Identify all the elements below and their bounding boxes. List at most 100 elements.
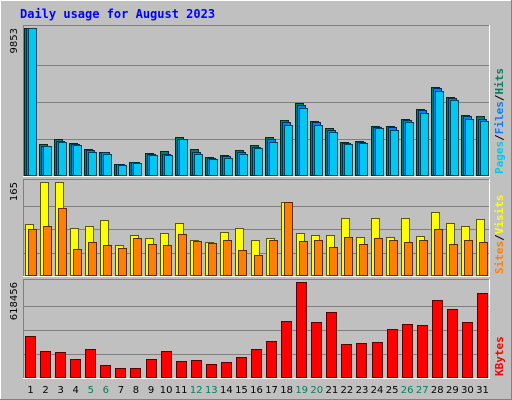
bar-sites-day-7	[118, 248, 127, 276]
legend-part: Pages	[493, 141, 506, 174]
bar-kbytes-day-29	[447, 309, 458, 378]
bar-sites-day-18	[284, 202, 293, 276]
x-tick-label: 20	[310, 385, 323, 396]
bar-sites-day-16	[254, 255, 263, 276]
bar-pages-day-12	[194, 154, 203, 176]
panel-bottom-series-label: KBytes	[493, 336, 506, 376]
bar-kbytes-day-19	[296, 282, 307, 378]
bar-kbytes-day-31	[477, 293, 488, 378]
legend-part: Sites	[493, 241, 506, 274]
x-tick-label: 28	[431, 385, 444, 396]
bar-sites-day-24	[374, 238, 383, 276]
bar-kbytes-day-24	[372, 342, 383, 378]
x-tick-label: 7	[118, 385, 124, 396]
bar-sites-day-1	[28, 229, 37, 276]
legend-part: Hits	[493, 68, 506, 95]
bar-sites-day-15	[238, 250, 247, 276]
bar-sites-day-5	[88, 242, 97, 276]
x-tick-label: 4	[73, 385, 79, 396]
bar-pages-day-10	[164, 155, 173, 176]
bar-kbytes-day-22	[341, 344, 352, 378]
x-tick-label: 29	[446, 385, 459, 396]
x-tick-label: 5	[88, 385, 94, 396]
bar-sites-day-26	[404, 242, 413, 276]
bar-pages-day-28	[435, 91, 444, 176]
x-tick-label: 13	[205, 385, 218, 396]
panel-middle-series-label: Sites/Visits	[493, 195, 506, 275]
legend-part: /	[493, 94, 506, 101]
bar-pages-day-31	[480, 121, 489, 176]
bar-kbytes-day-16	[251, 349, 262, 378]
x-tick-label: 10	[160, 385, 173, 396]
bar-sites-day-12	[193, 241, 202, 276]
bar-sites-day-14	[223, 240, 232, 276]
bar-pages-day-9	[149, 155, 158, 176]
bar-kbytes-day-8	[130, 368, 141, 378]
bar-kbytes-day-20	[311, 322, 322, 378]
bar-sites-day-19	[299, 241, 308, 276]
x-tick-label: 21	[325, 385, 338, 396]
panel-middle-max-label: 165	[9, 182, 20, 201]
bar-sites-day-4	[73, 249, 82, 276]
bar-kbytes-day-4	[70, 359, 81, 378]
chart-panels: 9853Pages/Files/Hits165Sites/Visits61845…	[9, 25, 506, 379]
bar-pages-day-7	[118, 165, 127, 176]
bar-pages-day-26	[405, 122, 414, 176]
bar-sites-day-8	[133, 238, 142, 276]
bar-sites-day-20	[314, 240, 323, 276]
x-tick-label: 12	[190, 385, 203, 396]
panel-bottom-max-label: 618456	[9, 282, 20, 320]
x-tick-label: 19	[295, 385, 308, 396]
bar-kbytes-day-30	[462, 322, 473, 378]
x-tick-label: 26	[401, 385, 414, 396]
bar-pages-day-19	[299, 108, 308, 176]
bar-pages-day-13	[209, 159, 218, 176]
x-tick-label: 24	[371, 385, 384, 396]
x-tick-label: 14	[220, 385, 233, 396]
x-tick-label: 30	[461, 385, 474, 396]
bar-pages-day-24	[375, 128, 384, 176]
bar-kbytes-day-21	[326, 312, 337, 378]
bar-pages-day-3	[58, 142, 67, 176]
bar-pages-day-6	[103, 154, 112, 176]
bar-sites-day-25	[389, 240, 398, 276]
x-tick-label: 25	[386, 385, 399, 396]
bar-pages-day-29	[450, 100, 459, 176]
bar-sites-day-31	[479, 242, 488, 276]
bar-kbytes-day-6	[100, 365, 111, 378]
bar-kbytes-day-9	[146, 359, 157, 378]
x-tick-label: 8	[133, 385, 139, 396]
bar-kbytes-day-5	[85, 349, 96, 378]
bar-kbytes-day-1	[25, 336, 36, 378]
panel-top-series-label: Pages/Files/Hits	[493, 68, 506, 174]
bar-sites-day-23	[359, 244, 368, 276]
bar-kbytes-day-12	[191, 360, 202, 378]
legend-part: KBytes	[493, 336, 506, 376]
x-axis-day-labels: 1 2 3 4 5 6 7 8 9 10 11 12 13 14 15 16 17 18 19 20 21 22 23 24 2…	[27, 385, 488, 396]
x-tick-label: 11	[175, 385, 188, 396]
x-tick-label: 2	[42, 385, 48, 396]
bar-pages-day-16	[254, 148, 263, 176]
x-tick-label: 1	[27, 385, 33, 396]
bar-kbytes-day-27	[417, 325, 428, 378]
panel-top-max-label: 9853	[9, 28, 20, 53]
x-tick-label: 16	[250, 385, 263, 396]
bar-pages-day-20	[314, 125, 323, 176]
bar-kbytes-day-23	[356, 343, 367, 378]
bar-pages-day-8	[133, 163, 142, 176]
bar-sites-day-13	[208, 243, 217, 276]
bar-kbytes-day-10	[161, 351, 172, 378]
bar-kbytes-day-11	[176, 361, 187, 378]
bar-sites-day-9	[148, 244, 157, 276]
bar-pages-day-23	[359, 143, 368, 176]
bar-kbytes-day-15	[236, 357, 247, 378]
chart-title: Daily usage for August 2023	[20, 7, 215, 21]
legend-part: Files	[493, 101, 506, 134]
bar-pages-day-2	[43, 146, 52, 176]
x-tick-label: 9	[148, 385, 154, 396]
bar-sites-day-28	[434, 229, 443, 276]
bar-kbytes-day-2	[40, 351, 51, 378]
bar-kbytes-day-28	[432, 300, 443, 378]
bar-pages-day-22	[344, 144, 353, 176]
x-tick-label: 17	[265, 385, 278, 396]
